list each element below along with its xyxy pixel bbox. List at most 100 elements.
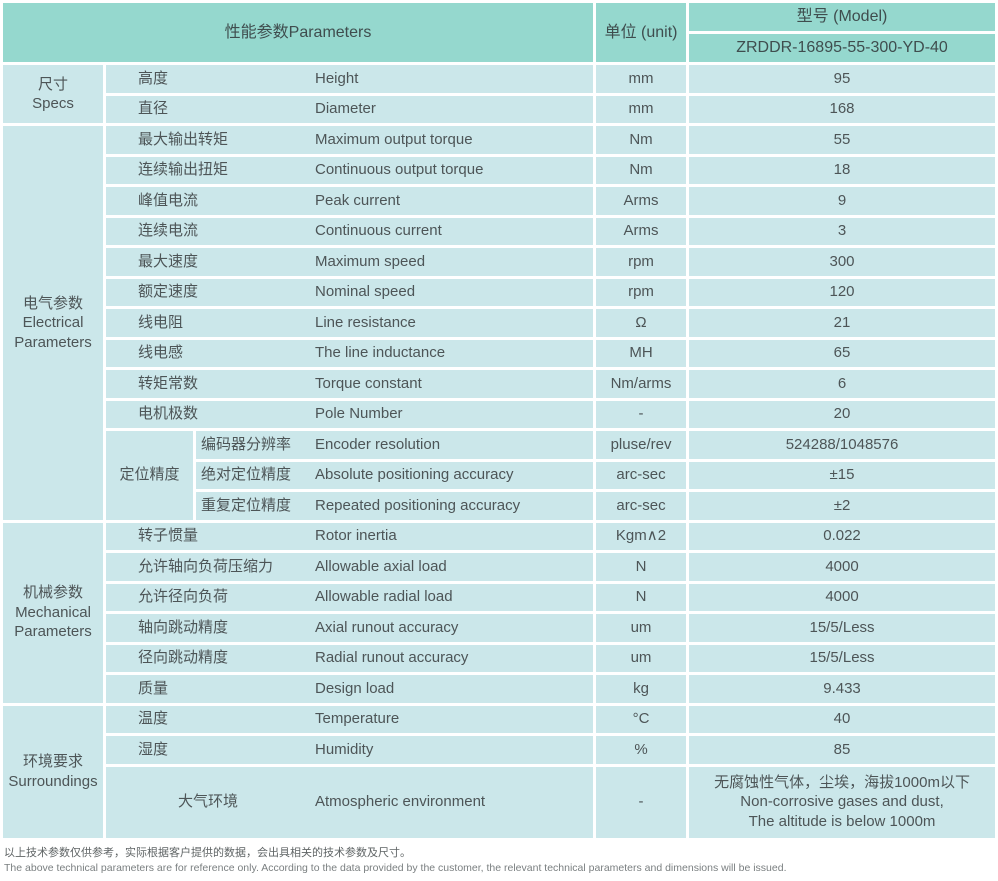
param-en: Pole Number	[315, 405, 403, 423]
param-zh: 大气环境	[177, 793, 238, 810]
value-cell: 120	[689, 278, 996, 306]
unit-cell: %	[596, 736, 687, 764]
parameters-header-cell: 性能参数Parameters	[3, 3, 594, 62]
param-en: Diameter	[315, 100, 376, 118]
table-row: 机械参数 Mechanical Parameters 转子惯量 Rotor in…	[3, 522, 996, 703]
unit-cell: arc-sec	[596, 492, 687, 520]
param-label-cell: 质量 Design load	[106, 675, 594, 703]
param-zh: 连续电流	[138, 222, 199, 240]
param-en: Line resistance	[315, 313, 416, 331]
value-cell: 300	[689, 248, 996, 276]
param-zh: 绝对定位精度	[201, 466, 292, 484]
footnote-en: The above technical parameters are for r…	[4, 862, 787, 874]
param-zh: 额定速度	[138, 283, 199, 301]
unit-cell: um	[596, 644, 687, 672]
param-en: Maximum output torque	[315, 130, 473, 148]
param-en: Allowable axial load	[315, 557, 447, 575]
unit-cell: °C	[596, 705, 687, 733]
category-line: Surroundings	[8, 772, 98, 790]
model-header-cell: 型号 (Model)	[689, 3, 996, 31]
value-cell: 55	[689, 126, 996, 154]
param-label-cell: 温度 Temperature	[106, 705, 594, 733]
value-cell: 4000	[689, 583, 996, 611]
table-row: 轴向跳动精度 Axial runout accuracy um 15/5/Les…	[3, 614, 996, 642]
param-label-cell: 大气环境 Atmospheric environment	[106, 766, 594, 838]
param-zh: 重复定位精度	[201, 496, 292, 514]
value-cell: 无腐蚀性气体，尘埃，海拔1000m以下 Non-corrosive gases …	[689, 766, 996, 838]
param-en: Humidity	[315, 740, 374, 758]
param-en: Rotor inertia	[315, 527, 397, 545]
value-cell: 40	[689, 705, 996, 733]
param-label-cell: 重复定位精度 Repeated positioning accuracy	[196, 492, 594, 520]
unit-cell: N	[596, 553, 687, 581]
param-en: Maximum speed	[315, 252, 426, 270]
table-row: 额定速度 Nominal speed rpm 120	[3, 278, 996, 306]
category-line: 环境要求	[22, 753, 83, 770]
value-cell: 85	[689, 736, 996, 764]
spec-table: 性能参数Parameters 单位 (unit) 型号 (Model) ZRDD…	[3, 3, 996, 838]
param-zh: 转矩常数	[138, 374, 199, 392]
value-cell: 15/5/Less	[689, 614, 996, 642]
value-cell: 15/5/Less	[689, 644, 996, 672]
table-row: 大气环境 Atmospheric environment - 无腐蚀性气体，尘埃…	[3, 766, 996, 838]
param-label-cell: 额定速度 Nominal speed	[106, 278, 594, 306]
value-cell: 6	[689, 370, 996, 398]
value-cell: 524288/1048576	[689, 431, 996, 459]
value-cell: 18	[689, 156, 996, 184]
param-zh: 转子惯量	[138, 527, 199, 545]
param-zh: 温度	[138, 710, 169, 728]
unit-cell: Arms	[596, 187, 687, 215]
param-en: Encoder resolution	[315, 435, 441, 453]
param-label-cell: 线电感 The line inductance	[106, 339, 594, 367]
param-zh: 最大速度	[138, 252, 199, 270]
unit-cell: N	[596, 583, 687, 611]
param-label-cell: 转矩常数 Torque constant	[106, 370, 594, 398]
value-cell: ±2	[689, 492, 996, 520]
value-cell: 4000	[689, 553, 996, 581]
footnotes: 以上技术参数仅供参考，实际根据客户提供的数据，会出具相关的技术参数及尺寸。 Th…	[0, 841, 998, 877]
param-zh: 允许径向负荷	[138, 588, 229, 606]
unit-cell: um	[596, 614, 687, 642]
unit-cell: pluse/rev	[596, 431, 687, 459]
param-zh: 编码器分辨率	[201, 435, 292, 453]
value-cell: 65	[689, 339, 996, 367]
unit-cell: Nm	[596, 126, 687, 154]
param-en: Axial runout accuracy	[315, 618, 459, 636]
param-label-cell: 电机极数 Pole Number	[106, 400, 594, 428]
table-row: 最大速度 Maximum speed rpm 300	[3, 248, 996, 276]
value-line: The altitude is below 1000m	[748, 812, 936, 830]
category-line: Electrical	[22, 314, 84, 331]
param-zh: 径向跳动精度	[138, 649, 229, 667]
unit-cell: mm	[596, 95, 687, 123]
param-label-cell: 编码器分辨率 Encoder resolution	[196, 431, 594, 459]
param-zh: 质量	[138, 679, 169, 697]
category-cell-mechanical: 机械参数 Mechanical Parameters	[3, 522, 103, 703]
unit-cell: arc-sec	[596, 461, 687, 489]
category-line: 尺寸	[37, 75, 68, 93]
value-cell: 3	[689, 217, 996, 245]
value-cell: 21	[689, 309, 996, 337]
param-label-cell: 转子惯量 Rotor inertia	[106, 522, 594, 550]
param-label-cell: 连续输出扭矩 Continuous output torque	[106, 156, 594, 184]
param-zh: 电机极数	[138, 405, 199, 423]
header-row-1: 性能参数Parameters 单位 (unit) 型号 (Model)	[3, 3, 996, 62]
param-en: Temperature	[315, 710, 400, 728]
param-zh: 轴向跳动精度	[138, 618, 229, 636]
table-row: 定位精度 编码器分辨率 Encoder resolution pluse/rev…	[3, 431, 996, 520]
param-label-cell: 轴向跳动精度 Axial runout accuracy	[106, 614, 594, 642]
unit-cell: mm	[596, 65, 687, 93]
table-row: 电气参数 Electrical Parameters 最大输出转矩 Maximu…	[3, 126, 996, 520]
unit-header-cell: 单位 (unit)	[596, 3, 687, 62]
table-row: 环境要求 Surroundings 温度 Temperature °C 40	[3, 705, 996, 838]
category-line: 机械参数	[22, 584, 83, 602]
param-en: Continuous output torque	[315, 161, 484, 179]
param-en: Continuous current	[315, 222, 442, 240]
table-row: 允许轴向负荷压缩力 Allowable axial load N 4000	[3, 553, 996, 581]
unit-cell: kg	[596, 675, 687, 703]
table-row: 绝对定位精度 Absolute positioning accuracy arc…	[3, 461, 996, 489]
value-line: 无腐蚀性气体，尘埃，海拔1000m以下	[714, 774, 970, 792]
param-label-cell: 高度 Height	[106, 65, 594, 93]
param-zh: 峰值电流	[138, 191, 199, 209]
param-zh: 最大输出转矩	[138, 130, 229, 148]
category-line: Parameters	[14, 623, 92, 641]
